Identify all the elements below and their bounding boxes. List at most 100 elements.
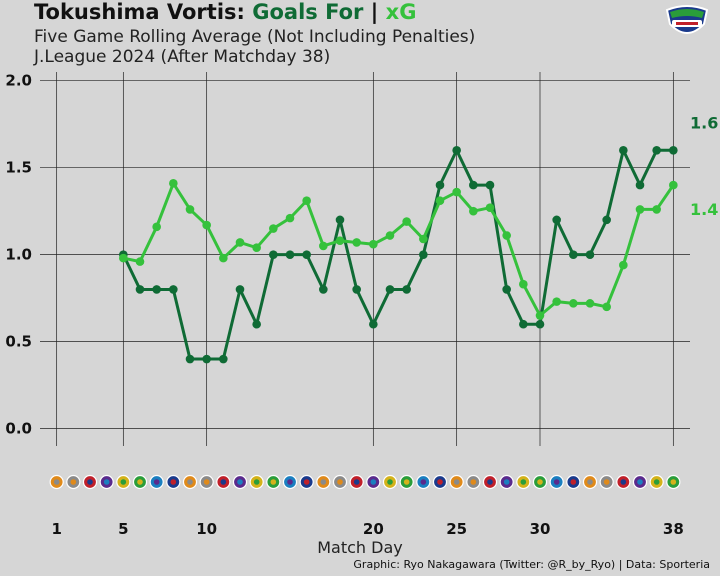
goals-for-point xyxy=(352,285,361,294)
opponent-logo-inner-icon xyxy=(53,479,60,485)
opponent-logo-inner-icon xyxy=(620,479,627,485)
opponent-logo-inner-icon xyxy=(520,479,527,485)
opponent-logo-inner-icon xyxy=(120,479,127,485)
xg-point xyxy=(619,260,628,270)
x-tick-label: 10 xyxy=(196,520,217,538)
opponent-logo-inner-icon xyxy=(370,479,377,485)
xg-point xyxy=(169,179,178,188)
xg-point xyxy=(402,217,411,226)
goals-for-point xyxy=(235,285,245,294)
xg-point xyxy=(552,297,561,306)
y-tick-label: 0.0 xyxy=(5,420,32,438)
xg-point xyxy=(535,311,545,320)
chart-title: Tokushima Vortis: Goals For | xG xyxy=(34,0,416,24)
xg-point xyxy=(569,299,578,308)
xg-point xyxy=(652,205,661,214)
xg-point xyxy=(269,224,278,233)
xg-point xyxy=(602,302,611,312)
xg-point xyxy=(302,196,311,206)
goals-for-point xyxy=(419,250,428,259)
x-tick-label: 30 xyxy=(530,520,551,538)
goals-for-point xyxy=(435,180,445,190)
goals-for-point xyxy=(302,250,311,259)
y-tick-label: 1.0 xyxy=(5,246,32,264)
opponent-logo-inner-icon xyxy=(337,479,343,485)
xg-point xyxy=(135,257,145,266)
xg-point xyxy=(335,236,345,246)
opponent-logo-inner-icon xyxy=(70,479,77,485)
xg-point xyxy=(285,213,295,223)
goals-for-point xyxy=(635,180,645,190)
xg-point xyxy=(502,231,511,240)
opponent-logo-inner-icon xyxy=(453,479,460,485)
xg-point xyxy=(585,299,595,308)
opponent-logo-inner-icon xyxy=(270,479,277,485)
opponent-logo-inner-icon xyxy=(153,479,160,485)
goals-for-point xyxy=(219,354,228,364)
goals-for-point xyxy=(402,285,411,294)
y-tick-label: 0.5 xyxy=(5,333,32,351)
xg-point xyxy=(469,206,478,216)
goals-for-point xyxy=(619,145,628,155)
goals-for-point xyxy=(652,145,661,155)
opponent-logo-inner-icon xyxy=(420,479,427,485)
title-xg: xG xyxy=(385,0,417,24)
opponent-logo-inner-icon xyxy=(637,479,643,485)
goals-for-point xyxy=(319,285,328,294)
xg-point xyxy=(185,205,195,214)
x-tick-label: 20 xyxy=(363,520,384,538)
opponent-logo-inner-icon xyxy=(403,479,410,485)
xg-point xyxy=(352,238,361,247)
goals-for-point xyxy=(535,319,545,329)
credit-line: Graphic: Ryo Nakagawara (Twitter: @R_by_… xyxy=(353,558,710,571)
opponent-logo-inner-icon xyxy=(303,479,310,485)
xg-point xyxy=(452,187,461,197)
xg-point xyxy=(119,253,128,263)
x-tick-label: 5 xyxy=(118,520,128,538)
opponent-logo-inner-icon xyxy=(670,479,677,485)
y-tick-label: 2.0 xyxy=(5,72,32,90)
goals-for-point xyxy=(485,180,495,190)
opponent-logo-inner-icon xyxy=(170,479,177,485)
opponent-logo-inner-icon xyxy=(437,479,443,485)
xg-point xyxy=(252,243,261,252)
xg-point xyxy=(435,196,445,206)
xg-point xyxy=(219,253,228,263)
x-tick-label: 1 xyxy=(51,520,61,538)
goals-for-point xyxy=(385,285,395,294)
xg-point xyxy=(385,231,395,240)
opponent-logo-inner-icon xyxy=(103,479,110,485)
goals-for-point xyxy=(602,215,611,225)
title-goals-for: Goals For xyxy=(252,0,364,24)
title-separator: | xyxy=(370,0,379,24)
goals-for-point xyxy=(335,215,345,225)
opponent-logo-inner-icon xyxy=(353,479,360,485)
opponent-logo-inner-icon xyxy=(553,479,560,485)
opponent-logo-inner-icon xyxy=(137,479,143,485)
goals-for-point xyxy=(585,250,595,259)
goals-for-point xyxy=(269,250,278,259)
goals-for-point xyxy=(152,285,161,294)
xg-point xyxy=(419,234,428,244)
xg-point xyxy=(319,241,328,251)
opponent-logo-inner-icon xyxy=(320,479,327,485)
opponent-logo-inner-icon xyxy=(587,479,593,485)
goals-for-point xyxy=(469,180,478,190)
opponent-logo-inner-icon xyxy=(603,479,610,485)
y-tick-label: 1.5 xyxy=(5,159,32,177)
xg-end-label: 1.4 xyxy=(690,200,718,219)
goals-for-point xyxy=(452,145,461,155)
goals-for-point xyxy=(202,354,211,364)
goals-for-point xyxy=(669,145,678,155)
goals-for-point xyxy=(252,319,261,329)
goals-for-point xyxy=(185,354,195,364)
xg-point xyxy=(369,239,378,249)
opponent-logo-inner-icon xyxy=(203,479,210,485)
xg-point xyxy=(485,203,495,212)
opponent-logo-inner-icon xyxy=(237,479,243,485)
opponent-logo-inner-icon xyxy=(387,479,393,485)
xg-line xyxy=(123,181,675,318)
xg-point xyxy=(235,238,245,247)
opponent-logo-inner-icon xyxy=(253,479,260,485)
opponent-logo-inner-icon xyxy=(570,479,577,485)
